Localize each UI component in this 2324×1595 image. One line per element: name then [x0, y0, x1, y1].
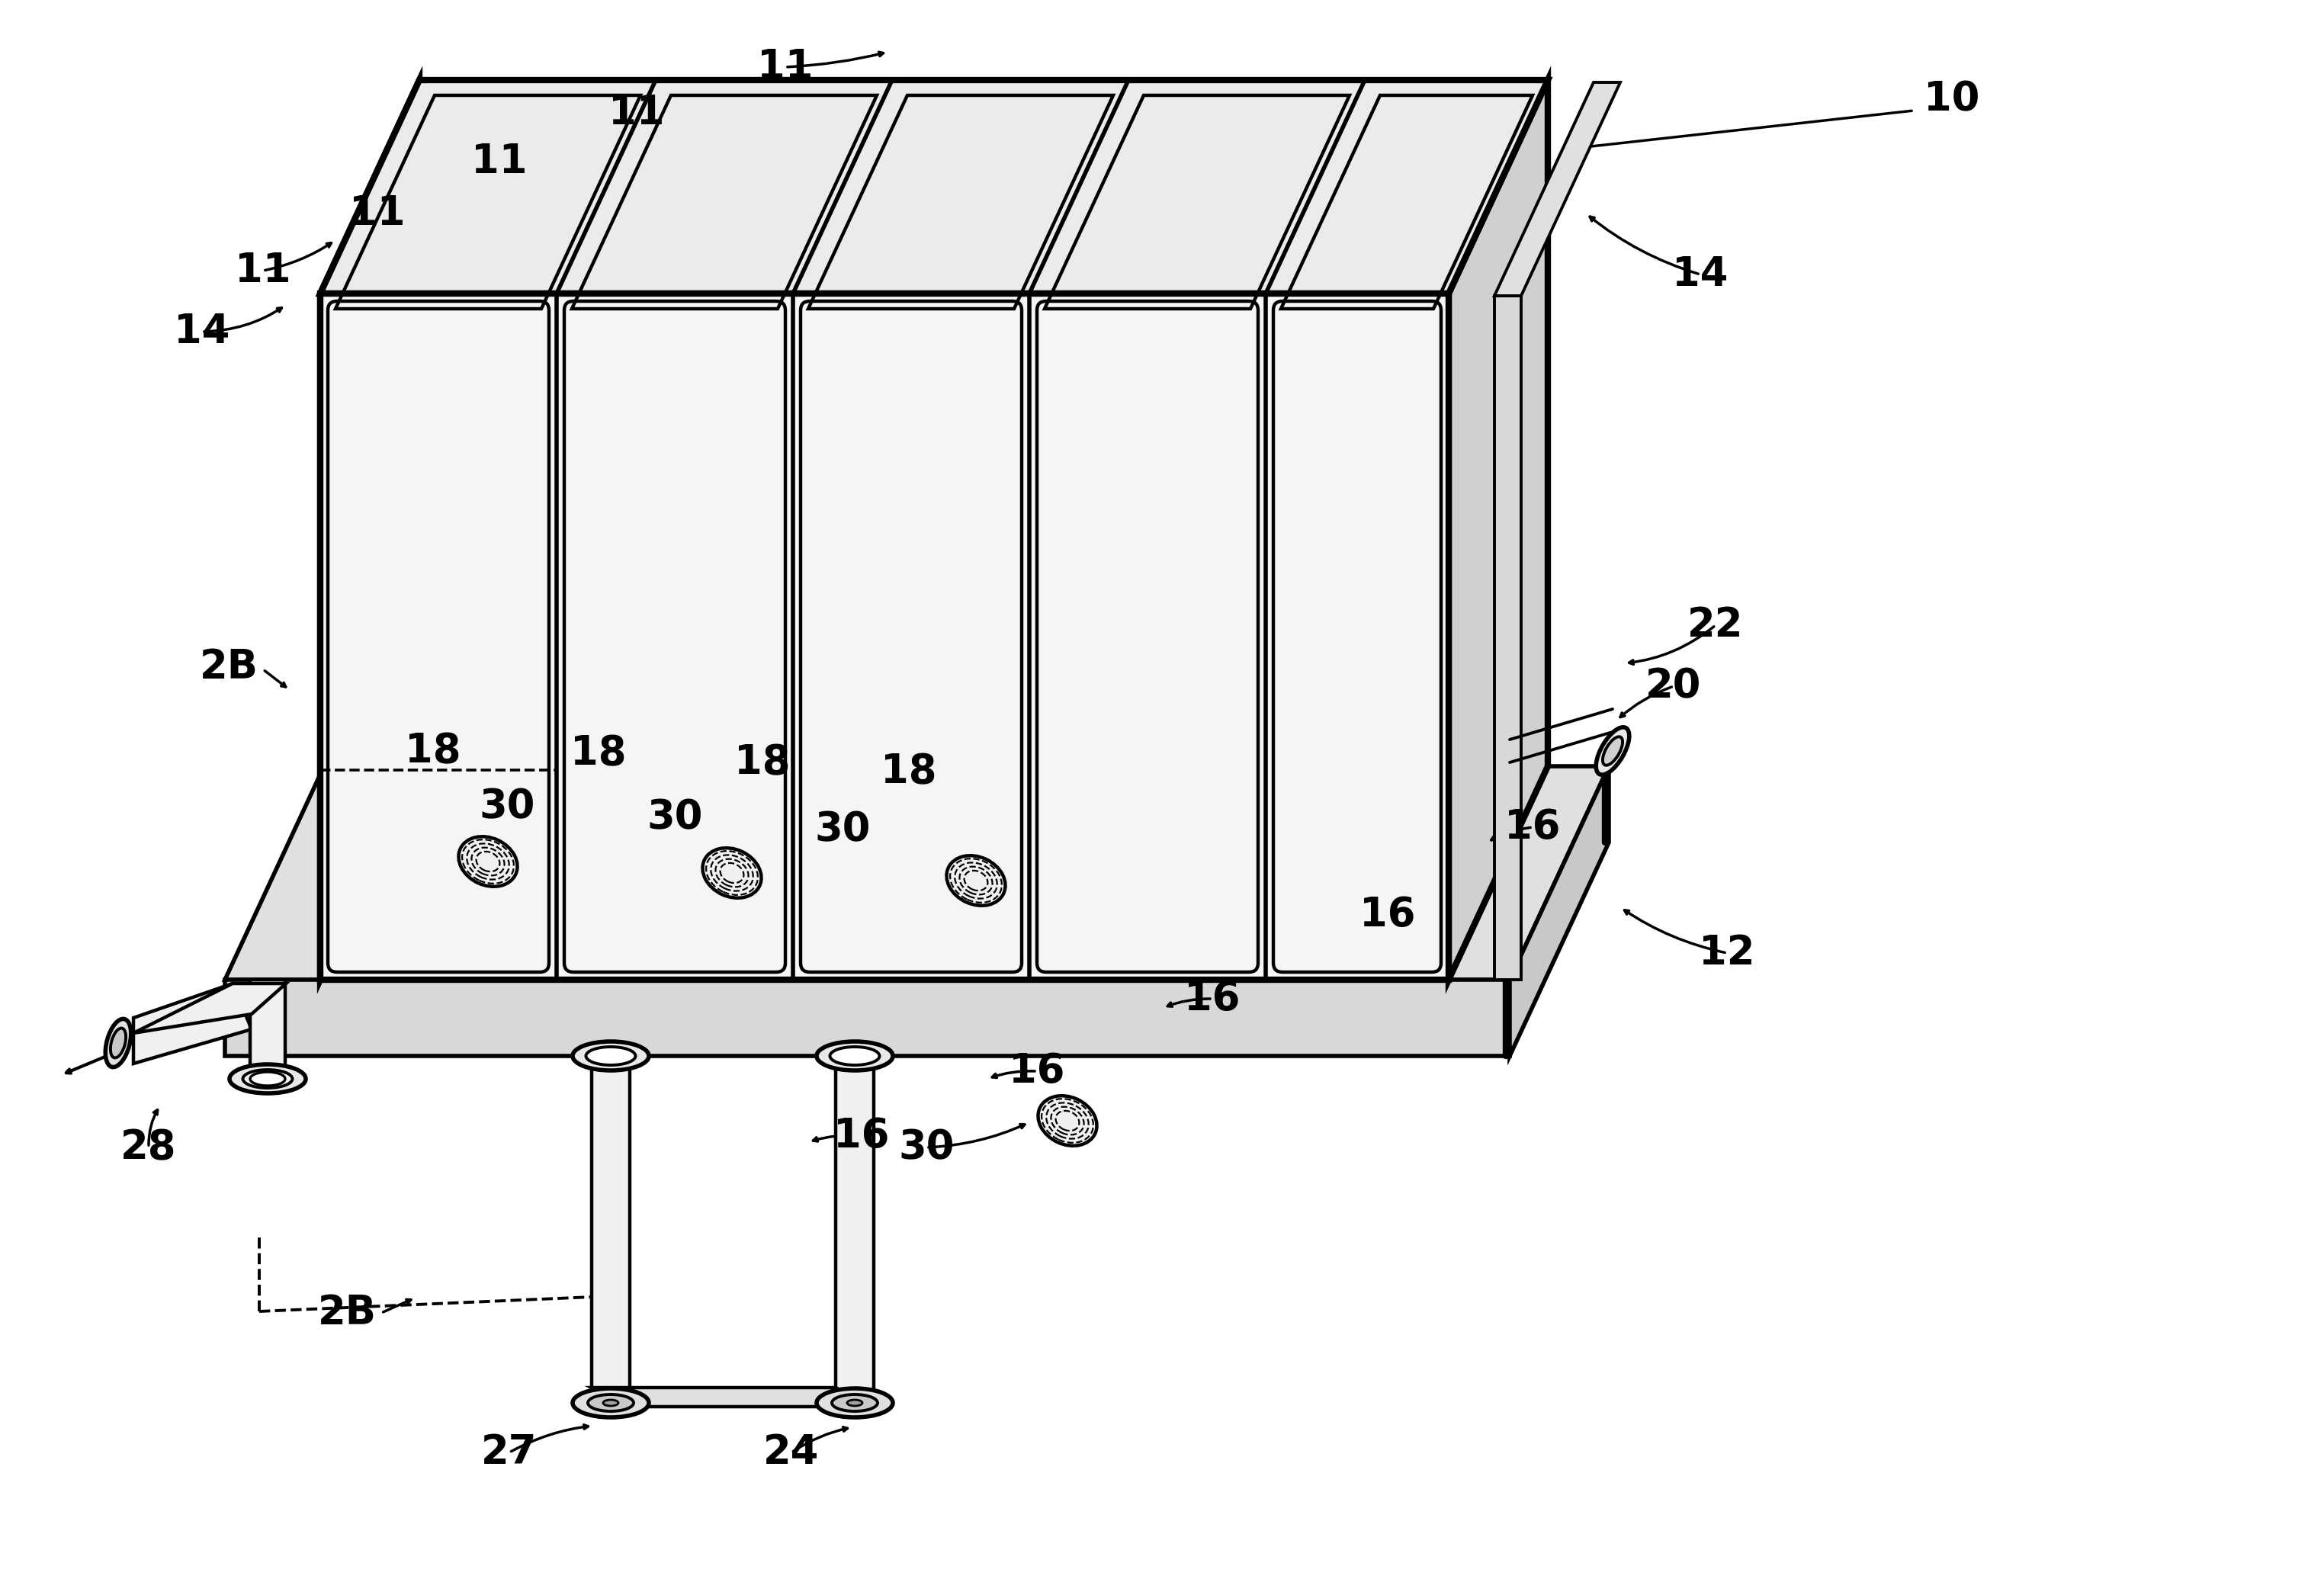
Ellipse shape — [816, 1042, 892, 1070]
Ellipse shape — [230, 1064, 307, 1093]
Text: 16: 16 — [1185, 979, 1241, 1019]
Text: 18: 18 — [881, 751, 937, 791]
Text: 14: 14 — [174, 313, 230, 351]
Ellipse shape — [604, 1400, 618, 1405]
Ellipse shape — [1597, 727, 1629, 775]
Text: 16: 16 — [1504, 807, 1562, 847]
Text: 11: 11 — [472, 142, 528, 182]
Polygon shape — [132, 984, 286, 1034]
Text: 11: 11 — [758, 48, 813, 86]
Text: 11: 11 — [235, 250, 290, 290]
Ellipse shape — [251, 1072, 286, 1086]
Ellipse shape — [112, 1029, 125, 1057]
Ellipse shape — [586, 1046, 634, 1065]
Ellipse shape — [242, 1070, 293, 1088]
Text: 11: 11 — [349, 193, 404, 233]
Text: 28: 28 — [121, 1128, 177, 1168]
Text: 30: 30 — [813, 810, 872, 850]
Polygon shape — [1448, 80, 1548, 979]
Polygon shape — [837, 1056, 874, 1404]
Text: 14: 14 — [1673, 255, 1729, 295]
Text: 22: 22 — [1687, 606, 1743, 644]
Polygon shape — [225, 979, 1511, 1056]
Ellipse shape — [946, 855, 1006, 906]
Text: 2B: 2B — [200, 648, 258, 687]
Text: 27: 27 — [481, 1432, 537, 1472]
Text: 18: 18 — [569, 734, 627, 774]
Polygon shape — [593, 1056, 630, 1404]
Text: 18: 18 — [404, 731, 460, 770]
Text: 16: 16 — [1009, 1051, 1064, 1091]
Text: 20: 20 — [1645, 667, 1701, 707]
Text: 11: 11 — [609, 93, 665, 132]
Text: 24: 24 — [765, 1432, 820, 1472]
Polygon shape — [132, 984, 251, 1064]
Text: 30: 30 — [899, 1128, 955, 1168]
Text: 16: 16 — [834, 1116, 890, 1156]
Ellipse shape — [458, 836, 518, 887]
Text: 30: 30 — [479, 786, 535, 826]
Ellipse shape — [702, 849, 762, 898]
Ellipse shape — [572, 1388, 648, 1418]
Polygon shape — [251, 979, 286, 1083]
Ellipse shape — [848, 1400, 862, 1405]
Text: 16: 16 — [1360, 895, 1415, 935]
Ellipse shape — [588, 1394, 634, 1412]
Text: 18: 18 — [734, 743, 790, 782]
Text: 2B: 2B — [318, 1294, 376, 1333]
Polygon shape — [321, 293, 1448, 979]
Ellipse shape — [1039, 1096, 1097, 1145]
Polygon shape — [1511, 766, 1608, 1056]
Polygon shape — [321, 80, 1548, 293]
Ellipse shape — [816, 1388, 892, 1418]
Polygon shape — [225, 766, 1608, 979]
Ellipse shape — [105, 1019, 130, 1067]
Ellipse shape — [572, 1042, 648, 1070]
Text: 10: 10 — [1924, 80, 1980, 120]
Ellipse shape — [832, 1394, 878, 1412]
Polygon shape — [321, 80, 418, 979]
Text: 30: 30 — [646, 798, 702, 837]
Ellipse shape — [830, 1046, 878, 1065]
Ellipse shape — [1604, 737, 1622, 766]
Polygon shape — [593, 1388, 874, 1407]
Polygon shape — [1494, 83, 1620, 295]
Text: 12: 12 — [1699, 933, 1755, 973]
Polygon shape — [1494, 295, 1522, 979]
